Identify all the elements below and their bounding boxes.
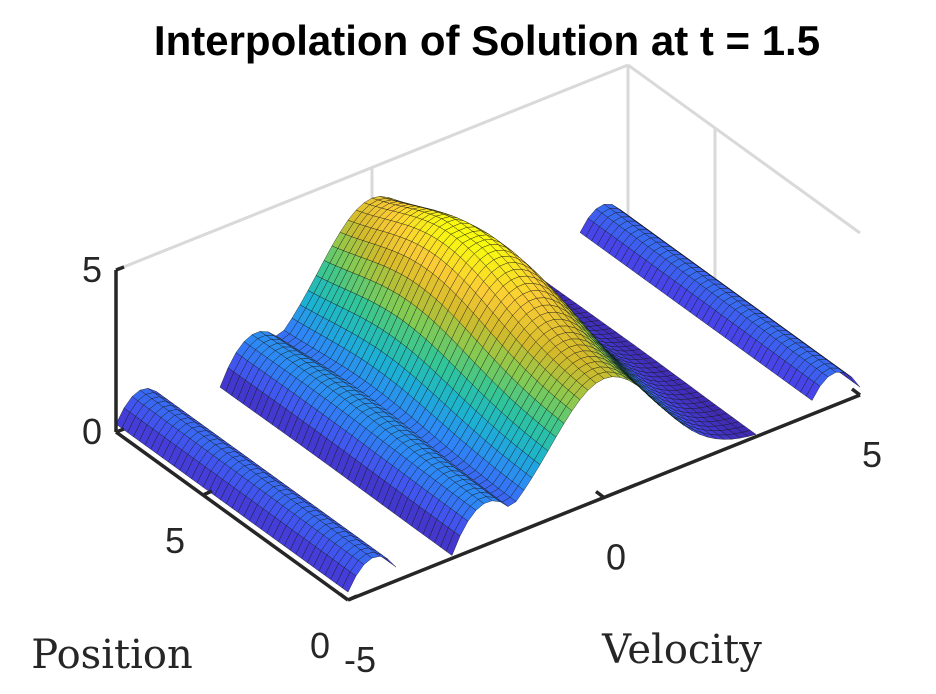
y-tick-label: 0 xyxy=(310,625,330,666)
surface-mesh xyxy=(115,196,861,593)
x-tick-mark xyxy=(594,490,606,499)
z-tick-mark xyxy=(115,265,125,272)
surface-patch xyxy=(805,381,821,401)
axes xyxy=(114,265,862,602)
chart-title: Interpolation of Solution at t = 1.5 xyxy=(154,17,820,64)
z-tick-label: 0 xyxy=(82,411,102,452)
y-tick-mark xyxy=(347,594,358,602)
x-tick-mark xyxy=(338,592,350,602)
tick-labels: -5 0 5 0 5 0 5 xyxy=(82,249,882,680)
y-axis-label: Position xyxy=(31,632,192,678)
y-tick-label: 5 xyxy=(165,520,185,561)
y-tick-mark xyxy=(202,489,213,497)
x-tick-label: -5 xyxy=(344,639,376,680)
surface-patch xyxy=(341,571,357,593)
x-tick-label: 5 xyxy=(862,434,882,475)
x-tick-label: 0 xyxy=(606,537,626,578)
z-tick-mark xyxy=(115,427,125,434)
z-tick-label: 5 xyxy=(82,249,102,290)
x-tick-mark xyxy=(850,387,862,397)
grid-line xyxy=(627,63,861,235)
surface-patch xyxy=(445,531,461,556)
x-axis-label: Velocity xyxy=(601,627,762,673)
y-axis-line xyxy=(114,430,350,602)
